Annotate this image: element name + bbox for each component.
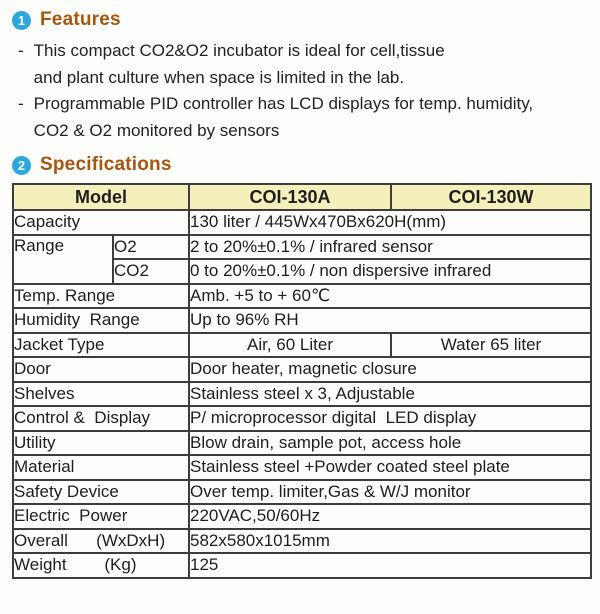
row-value: Amb. +5 to + 60℃	[188, 282, 592, 309]
row-value: 0 to 20%±0.1% / non dispersive infrared	[188, 258, 592, 285]
row-value: 130 liter / 445Wx470Bx620H(mm)	[188, 209, 592, 236]
column-header-coi-130w: COI-130W	[390, 183, 592, 211]
table-row-control-display: Control & Display P/ microprocessor digi…	[12, 405, 592, 432]
table-row-capacity: Capacity 130 liter / 445Wx470Bx620H(mm)	[12, 209, 592, 236]
column-header-coi-130a: COI-130A	[188, 183, 392, 211]
bullet-text: Programmable PID controller has LCD disp…	[33, 94, 534, 140]
row-value: Door heater, magnetic closure	[188, 356, 592, 383]
row-label: Weight (Kg)	[12, 552, 190, 579]
row-value: Blow drain, sample pot, access hole	[188, 429, 592, 456]
table-row-material: Material Stainless steel +Powder coated …	[12, 454, 592, 481]
row-value: 582x580x1015mm	[188, 527, 592, 554]
row-label: Door	[12, 356, 190, 383]
row-value: Stainless steel +Powder coated steel pla…	[188, 454, 592, 481]
features-bullet-list: - This compact CO2&O2 incubator is ideal…	[16, 38, 590, 144]
row-label: Jacket Type	[12, 331, 190, 358]
row-label: Control & Display	[12, 405, 190, 432]
table-row-overall: Overall (WxDxH) 582x580x1015mm	[12, 527, 592, 554]
table-row-utility: Utility Blow drain, sample pot, access h…	[12, 429, 592, 456]
specs-table: Model COI-130A COI-130W Capacity 130 lit…	[12, 183, 592, 579]
row-value-coi-130a: Air, 60 Liter	[188, 331, 392, 358]
list-item: - This compact CO2&O2 incubator is ideal…	[16, 38, 590, 91]
row-label: Capacity	[12, 209, 190, 236]
column-header-model: Model	[12, 183, 190, 211]
table-row-range-o2: Range O2 2 to 20%±0.1% / infrared sensor	[12, 233, 592, 285]
features-title: Features	[40, 9, 121, 30]
row-value: Up to 96% RH	[188, 307, 592, 334]
row-value: 125	[188, 552, 592, 579]
row-value: Over temp. limiter,Gas & W/J monitor	[188, 478, 592, 505]
row-value: P/ microprocessor digital LED display	[188, 405, 592, 432]
table-row-electric-power: Electric Power 220VAC,50/60Hz	[12, 503, 592, 530]
bullet-text: This compact CO2&O2 incubator is ideal f…	[33, 41, 445, 87]
specifications-title: Specifications	[40, 154, 172, 175]
number-1-badge-icon: 1	[12, 10, 31, 30]
row-value: 220VAC,50/60Hz	[188, 503, 592, 530]
row-label: Shelves	[12, 380, 190, 407]
bullet-dash: -	[18, 94, 24, 113]
row-sublabel-o2: O2	[112, 233, 190, 260]
row-label: Utility	[12, 429, 190, 456]
features-heading: 1 Features	[12, 9, 590, 31]
row-label: Humidity Range	[12, 307, 190, 334]
row-label: Overall (WxDxH)	[12, 527, 190, 554]
table-row-humidity-range: Humidity Range Up to 96% RH	[12, 307, 592, 334]
bullet-dash: -	[18, 41, 24, 60]
row-value-coi-130w: Water 65 liter	[390, 331, 592, 358]
table-row-jacket-type: Jacket Type Air, 60 Liter Water 65 liter	[12, 331, 592, 358]
table-row-safety-device: Safety Device Over temp. limiter,Gas & W…	[12, 478, 592, 505]
row-label: Range	[12, 233, 114, 285]
table-row-weight: Weight (Kg) 125	[12, 552, 592, 579]
row-label: Electric Power	[12, 503, 190, 530]
list-item: - Programmable PID controller has LCD di…	[16, 91, 590, 144]
row-label: Safety Device	[12, 478, 190, 505]
row-value: 2 to 20%±0.1% / infrared sensor	[188, 233, 592, 260]
specifications-heading: 2 Specifications	[12, 154, 590, 176]
row-value: Stainless steel x 3, Adjustable	[188, 380, 592, 407]
row-sublabel-co2: CO2	[112, 258, 190, 285]
number-2-badge-icon: 2	[12, 155, 31, 175]
table-row-temp-range: Temp. Range Amb. +5 to + 60℃	[12, 282, 592, 309]
row-label: Temp. Range	[12, 282, 190, 309]
row-label: Material	[12, 454, 190, 481]
table-row-range-co2: CO2 0 to 20%±0.1% / non dispersive infra…	[13, 258, 592, 285]
table-row-shelves: Shelves Stainless steel x 3, Adjustable	[12, 380, 592, 407]
table-header-row: Model COI-130A COI-130W	[12, 183, 592, 211]
table-row-door: Door Door heater, magnetic closure	[12, 356, 592, 383]
